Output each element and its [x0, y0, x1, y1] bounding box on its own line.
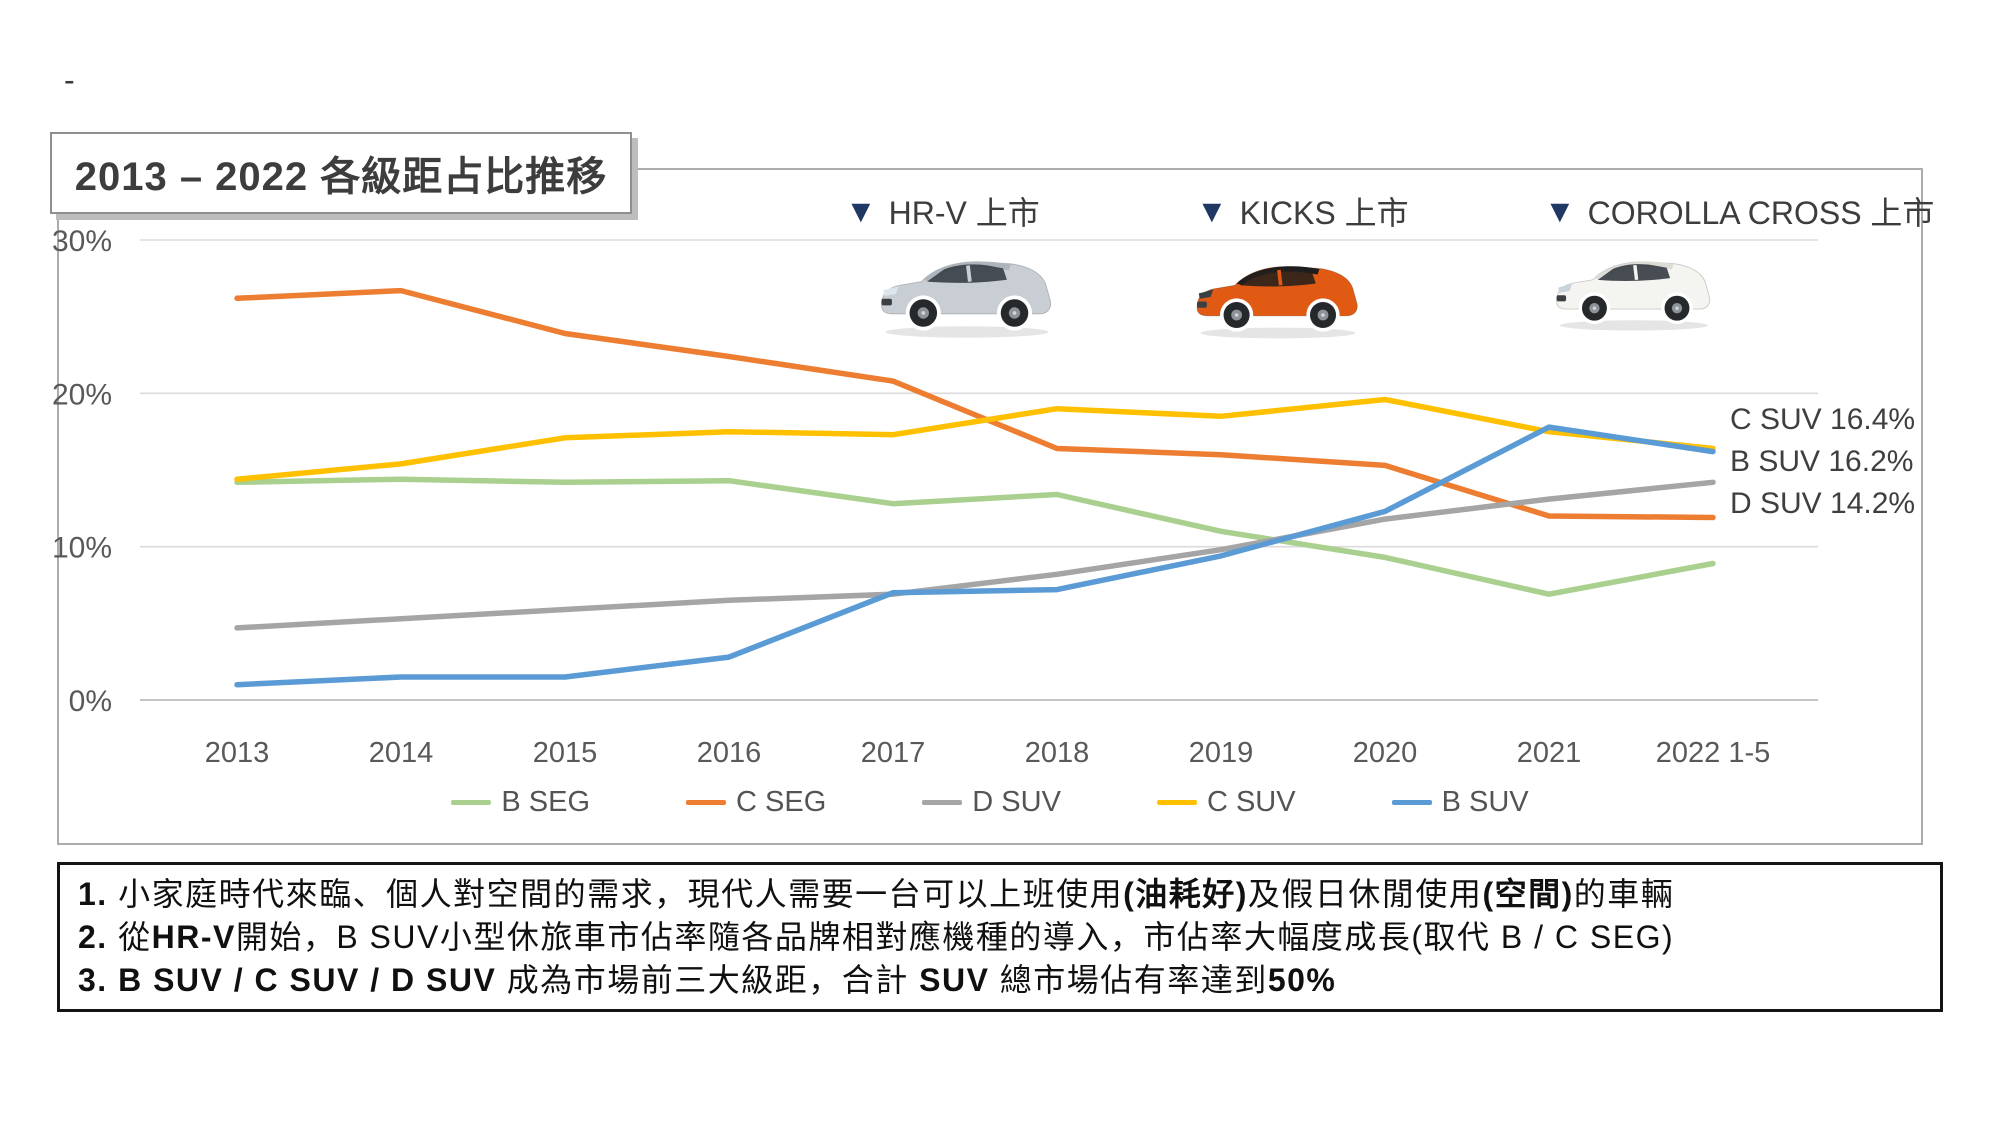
note-text-segment: 2.	[78, 919, 119, 956]
note-text-segment: 成為市場前三大級距，合計	[506, 962, 920, 999]
series-end-label: B SUV 16.2%	[1730, 445, 1914, 478]
series-end-labels: C SUV 16.4% B SUV 16.2% D SUV 14.2%	[1730, 399, 1915, 525]
annotation-label: COROLLA CROSS 上市	[1587, 195, 1935, 231]
note-text-segment: HR-V	[151, 919, 236, 956]
note-text-segment: (取代 B / C SEG)	[1411, 919, 1675, 956]
legend-label: C SUV	[1206, 786, 1296, 818]
note-text-segment: 開始，B SUV小型休旅車市佔率隨各品牌相對應機種的導入，市佔率大幅度成長	[235, 919, 1412, 956]
note-text-segment: SUV	[919, 962, 990, 999]
chart-legend: B SEG C SEG D SUV C SUV B SUV	[57, 786, 1923, 819]
annotation-label: HR-V 上市	[888, 195, 1040, 231]
nissan-kicks-icon	[1196, 265, 1358, 339]
note-line-1: 1. 小家庭時代來臨、個人對空間的需求，現代人需要一台可以上班使用(油耗好)及假…	[78, 873, 1922, 916]
legend-line-marker	[686, 800, 727, 805]
legend-label: B SEG	[501, 786, 591, 818]
note-text-segment: 的車輛	[1573, 876, 1675, 912]
series-end-label: C SUV 16.4%	[1730, 403, 1916, 436]
legend-line-marker	[1391, 800, 1432, 805]
note-text-segment: 1.	[78, 876, 119, 912]
annotation-label: KICKS 上市	[1239, 195, 1409, 231]
note-text-segment: 總市場佔有率達到	[989, 962, 1268, 999]
legend-item-c-seg: C SEG	[686, 786, 826, 819]
honda-hrv-car-image	[872, 244, 1062, 344]
annotation-kicks-launch: ▼ KICKS 上市	[1196, 188, 1409, 234]
toyota-corolla-cross-icon	[1556, 261, 1711, 331]
legend-item-b-seg: B SEG	[451, 786, 590, 819]
note-text-segment: 從	[118, 919, 152, 956]
annotation-hrv-launch: ▼ HR-V 上市	[845, 188, 1040, 234]
note-text-segment: 3. B SUV / C SUV / D SUV	[78, 962, 507, 999]
notes-box: 1. 小家庭時代來臨、個人對空間的需求，現代人需要一台可以上班使用(油耗好)及假…	[57, 862, 1943, 1012]
legend-label: C SEG	[736, 786, 827, 818]
nissan-kicks-car-image	[1188, 244, 1368, 350]
note-text-segment: 及假日休閒使用	[1247, 876, 1483, 912]
series-end-label: D SUV 14.2%	[1730, 487, 1916, 520]
honda-hrv-icon	[881, 261, 1052, 338]
note-text-segment: 50%	[1267, 962, 1337, 999]
annotation-corolla-cross-launch: ▼ COROLLA CROSS 上市	[1544, 188, 1934, 234]
down-triangle-icon: ▼	[1196, 193, 1228, 229]
note-line-2: 2. 從HR-V開始，B SUV小型休旅車市佔率隨各品牌相對應機種的導入，市佔率…	[78, 916, 1922, 959]
down-triangle-icon: ▼	[1544, 193, 1576, 229]
note-line-3: 3. B SUV / C SUV / D SUV 成為市場前三大級距，合計 SU…	[78, 959, 1922, 1002]
chart-title-box: 2013 – 2022 各級距占比推移	[50, 132, 632, 214]
legend-item-d-suv: D SUV	[922, 786, 1061, 819]
toyota-corolla-cross-car-image	[1548, 242, 1720, 340]
stray-dash: -	[64, 62, 75, 98]
note-text-segment: 小家庭時代來臨、個人對空間的需求，現代人需要一台可以上班使用	[118, 876, 1124, 912]
chart-title: 2013 – 2022 各級距占比推移	[74, 155, 608, 199]
legend-line-marker	[451, 800, 492, 805]
legend-label: B SUV	[1441, 786, 1529, 818]
legend-line-marker	[1156, 800, 1197, 805]
down-triangle-icon: ▼	[845, 193, 877, 229]
legend-item-c-suv: C SUV	[1156, 786, 1296, 819]
legend-label: D SUV	[972, 786, 1061, 818]
note-text-segment: (空間)	[1482, 876, 1574, 912]
legend-item-b-suv: B SUV	[1391, 786, 1529, 819]
note-text-segment: (油耗好)	[1123, 876, 1248, 912]
legend-line-marker	[922, 800, 963, 805]
